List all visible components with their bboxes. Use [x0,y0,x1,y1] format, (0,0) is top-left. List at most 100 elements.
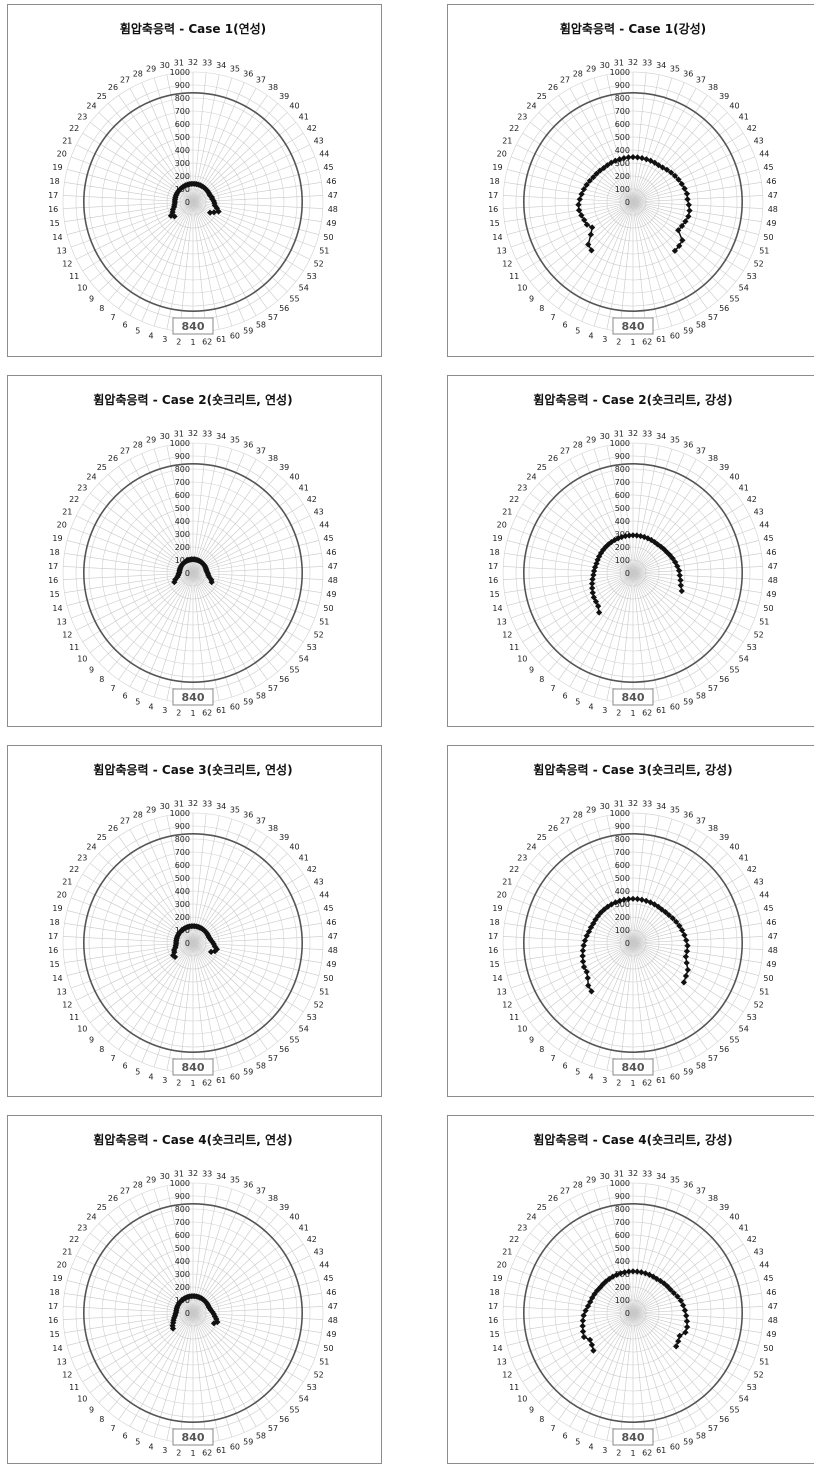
grid-spoke [516,572,634,631]
category-label: 32 [188,429,198,438]
category-label: 51 [759,618,769,627]
category-label: 26 [548,454,558,463]
grid-spoke [632,201,759,235]
grid-spoke [192,88,257,203]
grid-spoke [632,1233,736,1314]
category-label: 13 [497,1358,507,1367]
grid-spoke [129,201,194,316]
grid-spoke [192,572,322,593]
grid-spoke [64,553,194,574]
data-point [672,558,679,566]
grid-spoke [632,572,647,703]
grid-spoke [64,201,194,222]
grid-spoke [192,885,310,944]
category-label: 25 [537,1203,547,1212]
data-point [686,207,693,214]
radial-tick-label: 300 [175,159,190,168]
grid-spoke [632,1185,660,1314]
grid-spoke [98,201,194,292]
grid-spoke [632,1188,673,1314]
category-label: 53 [747,1383,757,1392]
grid-spoke [179,1312,194,1443]
radar-grid [502,442,764,704]
data-point [638,896,646,903]
category-label: 40 [729,473,739,482]
grid-spoke [569,1312,634,1427]
category-label: 21 [502,136,512,145]
grid-spoke [192,910,319,944]
category-label: 2 [616,1078,621,1087]
category-label: 7 [110,313,115,322]
radial-tick-label: 700 [615,848,630,857]
category-label: 43 [314,136,324,145]
category-label: 57 [708,1054,718,1063]
grid-spoke [632,201,708,309]
category-label: 40 [289,1213,299,1222]
category-label: 2 [616,1448,621,1457]
category-label: 62 [642,1448,652,1457]
grid-spoke [530,493,634,574]
category-label: 34 [656,432,666,441]
category-label: 24 [526,1213,536,1222]
category-label: 17 [48,562,58,571]
grid-spoke [538,942,634,1033]
category-label: 29 [586,805,596,814]
category-label: 50 [323,1344,333,1353]
category-label: 19 [492,904,502,913]
category-label: 55 [289,1035,299,1044]
data-point [676,572,683,579]
category-label: 30 [160,1172,170,1181]
grid-spoke [503,942,634,950]
category-label: 40 [289,843,299,852]
category-label: 59 [243,327,253,336]
category-label: 28 [573,440,583,449]
category-label: 43 [314,877,324,886]
grid-spoke [192,1293,322,1314]
category-label: 58 [696,691,706,700]
grid-spoke [192,853,288,944]
category-label: 37 [696,447,706,456]
category-label: 40 [729,843,739,852]
limit-label-box [172,317,214,335]
grid-spoke [76,144,194,203]
category-label: 11 [509,272,519,281]
category-label: 3 [162,1446,167,1455]
category-label: 9 [529,294,534,303]
category-label: 32 [628,58,638,67]
grid-spoke [192,1312,268,1420]
category-label: 54 [299,284,309,293]
grid-spoke [129,829,194,944]
radial-tick-label: 800 [615,835,630,844]
grid-spoke [82,1312,194,1383]
category-label: 28 [573,69,583,78]
category-label: 53 [747,272,757,281]
category-label: 44 [759,1260,769,1269]
grid-spoke [192,942,278,1042]
radial-tick-label: 400 [175,517,190,526]
category-label: 49 [766,960,776,969]
category-label: 1 [630,338,635,347]
category-label: 38 [708,824,718,833]
grid-spoke [63,566,194,574]
category-label: 8 [539,1415,544,1424]
category-label: 15 [490,1330,500,1339]
grid-spoke [510,201,634,248]
category-label: 22 [509,124,519,133]
category-label: 56 [279,1415,289,1424]
grid-spoke [192,466,268,574]
category-label: 37 [696,1187,706,1196]
category-label: 36 [683,69,693,78]
category-label: 20 [57,890,67,899]
category-label: 44 [319,1260,329,1269]
grid-spoke [504,572,634,593]
category-label: 16 [48,946,58,955]
radar-grid [502,1182,764,1444]
grid-spoke [632,829,697,944]
grid-spoke [192,540,319,574]
data-series [167,180,222,220]
grid-spoke [503,1312,634,1320]
chart-panel-case2-ductile: 휨압축응력 - Case 2(숏크리트, 연성) 0 100 200 300 400 500… [7,375,382,727]
grid-spoke [192,503,304,574]
category-label: 40 [289,473,299,482]
grid-spoke [108,201,194,301]
